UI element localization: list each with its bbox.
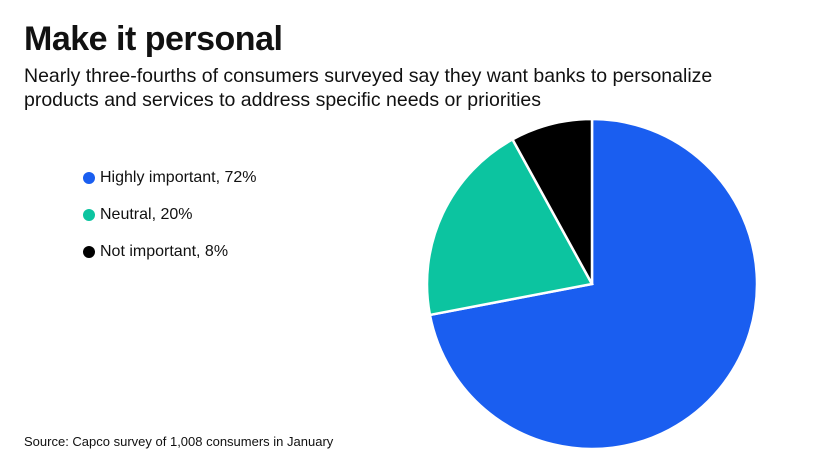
legend-swatch: [83, 246, 95, 258]
legend-swatch: [83, 172, 95, 184]
legend-label: Highly important, 72%: [100, 169, 257, 186]
legend-label: Not important, 8%: [100, 243, 228, 260]
pie-slice: [428, 117, 759, 451]
chart-subtitle: Nearly three-fourths of consumers survey…: [24, 65, 713, 111]
legend-swatch: [83, 209, 95, 221]
pie-slice: [425, 137, 594, 317]
source-note: Source: Capco survey of 1,008 consumers …: [24, 434, 334, 449]
chart-title: Make it personal: [24, 20, 283, 58]
legend-label: Neutral, 20%: [100, 206, 193, 223]
pie-slice: [510, 117, 594, 285]
